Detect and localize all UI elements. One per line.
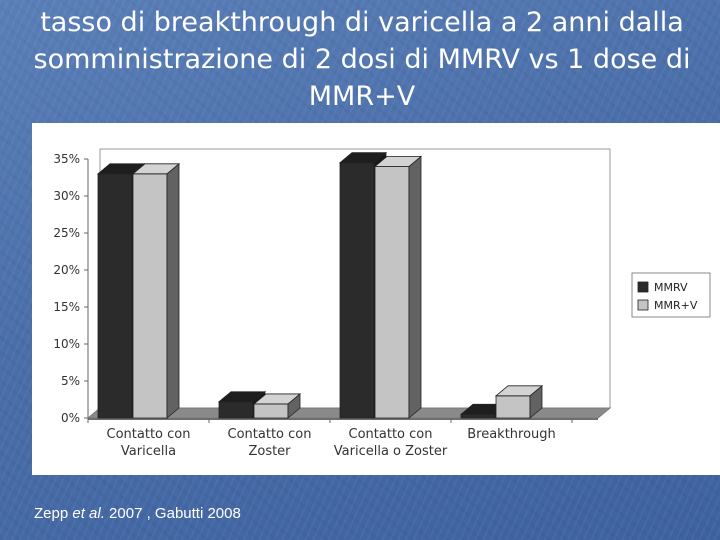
legend-swatch bbox=[637, 281, 649, 293]
chart-floor-edge bbox=[88, 418, 598, 420]
y-tick-label: 15% bbox=[53, 300, 80, 314]
x-category-label: Contatto con bbox=[107, 427, 191, 442]
x-category-label: Contatto con bbox=[228, 427, 312, 442]
bar-top bbox=[96, 163, 146, 175]
bar-front bbox=[253, 403, 289, 419]
bar-front bbox=[132, 173, 168, 419]
x-category-label: Breakthrough bbox=[467, 427, 556, 442]
y-tick-label: 5% bbox=[61, 374, 80, 388]
bar-chart: 0% 5% 10% 15% 20% 25% 30% 35% Contatto con Varice… bbox=[53, 148, 711, 459]
citation-rest: 2007 , Gabutti 2008 bbox=[104, 505, 241, 522]
bar-front bbox=[97, 173, 133, 419]
bar-front bbox=[374, 166, 410, 419]
x-category-label: Zoster bbox=[248, 444, 291, 459]
x-category-label: Varicella bbox=[121, 444, 176, 459]
bar-front bbox=[218, 401, 254, 419]
bar-top bbox=[252, 393, 302, 405]
bar-top bbox=[131, 163, 181, 175]
x-category-label: Varicella o Zoster bbox=[334, 444, 448, 459]
bar-front bbox=[339, 162, 375, 419]
bar-top bbox=[494, 385, 544, 397]
legend-swatch bbox=[637, 299, 649, 311]
legend-label: MMR+V bbox=[654, 299, 698, 312]
y-tick-label: 35% bbox=[53, 152, 80, 166]
slide-title: tasso di breakthrough di varicella a 2 a… bbox=[33, 7, 691, 112]
legend-label: MMRV bbox=[654, 281, 688, 294]
chart-panel: 0% 5% 10% 15% 20% 25% 30% 35% Contatto con Varice… bbox=[32, 123, 720, 475]
x-category-label: Contatto con bbox=[349, 427, 433, 442]
bar-front bbox=[460, 413, 496, 419]
citation: Zepp et al. 2007 , Gabutti 2008 bbox=[34, 505, 241, 522]
bar-top bbox=[217, 391, 267, 403]
bar-side bbox=[408, 155, 422, 419]
citation-author: Zepp bbox=[34, 505, 73, 522]
bar-side bbox=[166, 162, 180, 419]
y-tick-label: 20% bbox=[53, 263, 80, 277]
y-tick-label: 10% bbox=[53, 337, 80, 351]
bar-front bbox=[495, 395, 531, 419]
citation-etal: et al. bbox=[72, 505, 105, 522]
bar-top bbox=[338, 152, 388, 164]
y-tick-label: 25% bbox=[53, 226, 80, 240]
bar-top bbox=[373, 156, 423, 167]
y-tick-label: 0% bbox=[61, 411, 80, 425]
y-tick-label: 30% bbox=[53, 189, 80, 203]
